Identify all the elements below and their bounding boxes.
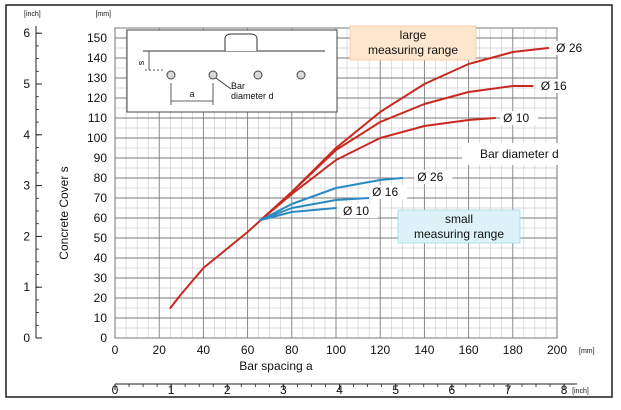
y-tick-label-mm: 150 (87, 31, 107, 45)
series-label-large: Ø 16 (541, 79, 567, 93)
x-tick-label-inch: 5 (392, 383, 399, 397)
y-tick-label-inch: 6 (23, 26, 30, 40)
y-tick-label-mm: 140 (87, 51, 107, 65)
curves (169, 47, 550, 309)
y-unit-inch: [inch] (24, 11, 41, 18)
large-range-label: large (400, 28, 427, 42)
series-label-bg (414, 170, 453, 184)
y-axis-title: Concrete Cover s (57, 166, 71, 259)
x-tick-label-mm: 80 (285, 343, 299, 357)
d-label: Bar (231, 81, 245, 91)
y-tick-label-inch: 0 (23, 331, 30, 345)
series-label-small: Ø 26 (417, 170, 443, 184)
y-tick-label-mm: 40 (94, 251, 108, 265)
x-tick-label-mm: 20 (153, 343, 167, 357)
y-tick-label-mm: 70 (94, 191, 108, 205)
x-tick-label-mm: 120 (370, 343, 390, 357)
small-range-label: small (445, 212, 473, 226)
y-tick-label-inch: 1 (23, 280, 30, 294)
small-range-box (397, 209, 521, 244)
x-tick-label-mm: 40 (197, 343, 211, 357)
x-tick-label-inch: 3 (280, 383, 287, 397)
d-pointer (215, 77, 232, 90)
series-line-large-1 (259, 85, 534, 221)
series-label-large: Ø 26 (556, 41, 582, 55)
series-line-small-5 (259, 207, 337, 221)
s-label: s (136, 60, 146, 65)
legend-title-bg (462, 143, 597, 165)
y-tick-label-mm: 120 (87, 91, 107, 105)
x-tick-label-inch: 7 (505, 383, 512, 397)
x-axis-title: Bar spacing a (239, 359, 313, 373)
d-label: diameter d (231, 91, 274, 101)
y-tick-label-mm: 10 (94, 311, 108, 325)
y-tick-label-mm: 80 (94, 171, 108, 185)
series-label-bg (340, 204, 378, 218)
rebar-circle (208, 70, 218, 80)
x-tick-label-mm: 200 (547, 343, 567, 357)
x-tick-label-inch: 0 (112, 383, 119, 397)
series-label-large: Ø 10 (503, 111, 529, 125)
series-line-large-2 (259, 117, 497, 221)
legend-title: Bar diameter d (480, 147, 559, 161)
x-unit-inch: [inch] (572, 388, 589, 395)
y-tick-label-mm: 50 (94, 231, 108, 245)
y-tick-label-mm: 60 (94, 211, 108, 225)
x-tick-label-inch: 2 (224, 383, 231, 397)
series-label-bg (553, 41, 592, 55)
small-range-label: measuring range (414, 227, 504, 241)
x-tick-label-mm: 180 (503, 343, 523, 357)
x-tick-label-mm: 0 (112, 343, 119, 357)
series-line-small-3 (259, 177, 404, 221)
x-tick-label-inch: 4 (336, 383, 343, 397)
y-tick-label-mm: 90 (94, 151, 108, 165)
series-line-small-4 (259, 197, 371, 221)
y-tick-label-mm: 100 (87, 131, 107, 145)
series-label-bg (500, 111, 539, 125)
x-tick-label-inch: 1 (168, 383, 175, 397)
rebar-circle (296, 70, 306, 80)
rebar-circle (166, 70, 176, 80)
y-tick-label-mm: 0 (100, 331, 107, 345)
rebar-circle (253, 70, 263, 80)
large-range-label: measuring range (368, 43, 458, 57)
series-label-small: Ø 10 (343, 204, 369, 218)
y-tick-label-mm: 130 (87, 71, 107, 85)
series-label-bg (369, 185, 408, 199)
x-tick-label-inch: 6 (448, 383, 455, 397)
x-tick-label-mm: 60 (241, 343, 255, 357)
x-tick-label-mm: 100 (326, 343, 346, 357)
series-label-bg (537, 79, 576, 93)
x-tick-label-mm: 140 (414, 343, 434, 357)
x-unit-mm: [mm] (579, 348, 595, 355)
series-label-small: Ø 16 (372, 185, 398, 199)
y-tick-label-inch: 2 (23, 229, 30, 243)
x-tick-label-mm: 160 (459, 343, 479, 357)
y-tick-label-inch: 4 (23, 128, 30, 142)
y-tick-label-inch: 5 (23, 77, 30, 91)
x-tick-label-inch: 8 (561, 383, 568, 397)
y-tick-label-mm: 30 (94, 271, 108, 285)
large-range-box (349, 25, 477, 61)
probe-shape (224, 33, 258, 51)
a-label: a (189, 89, 194, 99)
y-unit-mm: [mm] (95, 11, 111, 18)
y-tick-label-mm: 110 (88, 111, 107, 125)
y-tick-label-inch: 3 (23, 179, 30, 193)
y-tick-label-mm: 20 (94, 291, 108, 305)
